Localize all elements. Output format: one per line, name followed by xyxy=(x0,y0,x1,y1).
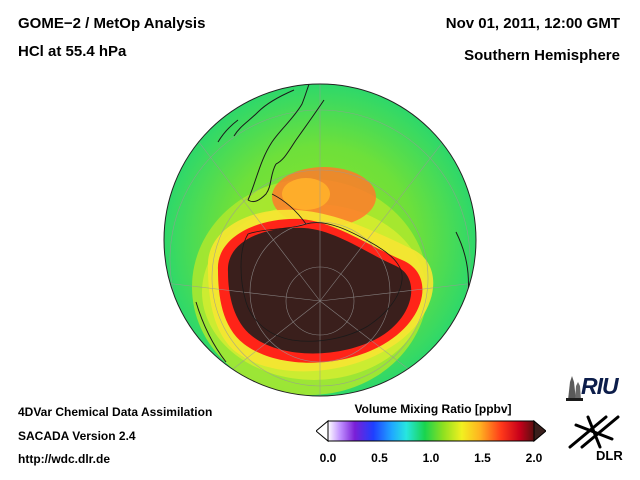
footer-method: 4DVar Chemical Data Assimilation xyxy=(18,405,213,419)
footer-version: SACADA Version 2.4 xyxy=(18,429,136,443)
colorbar-min-arrow xyxy=(316,419,329,443)
riu-logo-text: RIU xyxy=(581,373,619,399)
globe-rim xyxy=(163,83,477,397)
polar-vortex xyxy=(227,227,412,354)
hemisphere-label: Southern Hemisphere xyxy=(464,47,620,64)
graticule xyxy=(164,84,476,396)
riu-logo-icon xyxy=(566,376,583,401)
colorbar-tick-label: 0.0 xyxy=(319,451,337,465)
colorbar-tick-label: 2.0 xyxy=(525,451,543,465)
coastlines xyxy=(195,84,469,363)
footer-url[interactable]: http://wdc.dlr.de xyxy=(18,452,110,466)
date-time: Nov 01, 2011, 12:00 GMT xyxy=(445,15,620,32)
colorbar-bar xyxy=(327,420,535,442)
colorbar-title: Volume Mixing Ratio [ppbv] xyxy=(354,402,512,416)
title-instrument: GOME−2 / MetOp Analysis xyxy=(18,15,206,32)
colorbar-max-arrow xyxy=(533,419,546,443)
globe-map xyxy=(163,83,477,397)
high-patch-center xyxy=(282,178,330,210)
dlr-logo-text: DLR xyxy=(596,448,623,463)
colorbar xyxy=(316,419,546,443)
dlr-logo-icon xyxy=(568,415,620,449)
colorbar-tick-label: 1.5 xyxy=(474,451,491,465)
colorbar-tick-label: 1.0 xyxy=(422,451,440,465)
title-quantity: HCl at 55.4 hPa xyxy=(18,43,127,60)
colorbar-tick-label: 0.5 xyxy=(371,451,388,465)
